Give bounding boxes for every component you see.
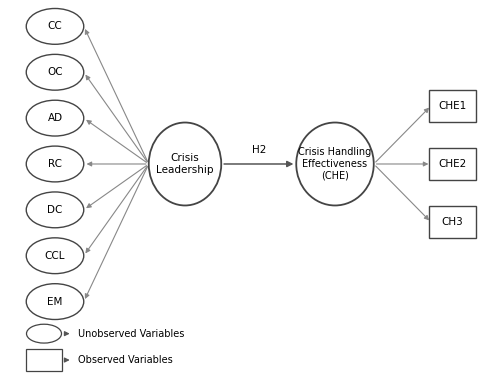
FancyBboxPatch shape <box>429 148 476 180</box>
Ellipse shape <box>26 238 84 274</box>
Ellipse shape <box>26 54 84 90</box>
Text: AD: AD <box>48 113 62 123</box>
Text: Unobserved Variables: Unobserved Variables <box>78 329 184 339</box>
Text: CHE1: CHE1 <box>438 101 466 110</box>
Text: H2: H2 <box>252 144 266 155</box>
Text: CC: CC <box>48 21 62 31</box>
FancyBboxPatch shape <box>429 207 476 239</box>
Ellipse shape <box>26 324 62 343</box>
Text: Observed Variables: Observed Variables <box>78 355 172 365</box>
FancyBboxPatch shape <box>26 349 62 371</box>
Text: OC: OC <box>47 67 63 77</box>
Ellipse shape <box>26 284 84 319</box>
Ellipse shape <box>26 100 84 136</box>
Text: CCL: CCL <box>45 251 65 261</box>
Ellipse shape <box>296 123 374 205</box>
Ellipse shape <box>26 192 84 228</box>
Ellipse shape <box>149 123 221 205</box>
Text: CHE2: CHE2 <box>438 159 466 169</box>
FancyBboxPatch shape <box>429 90 476 121</box>
Text: Crisis
Leadership: Crisis Leadership <box>156 153 214 175</box>
Ellipse shape <box>26 146 84 182</box>
Text: RC: RC <box>48 159 62 169</box>
Text: DC: DC <box>48 205 62 215</box>
Text: EM: EM <box>48 297 62 307</box>
Text: CH3: CH3 <box>442 218 464 227</box>
Ellipse shape <box>26 8 84 44</box>
Text: Crisis Handling
Effectiveness
(CHE): Crisis Handling Effectiveness (CHE) <box>298 147 372 181</box>
